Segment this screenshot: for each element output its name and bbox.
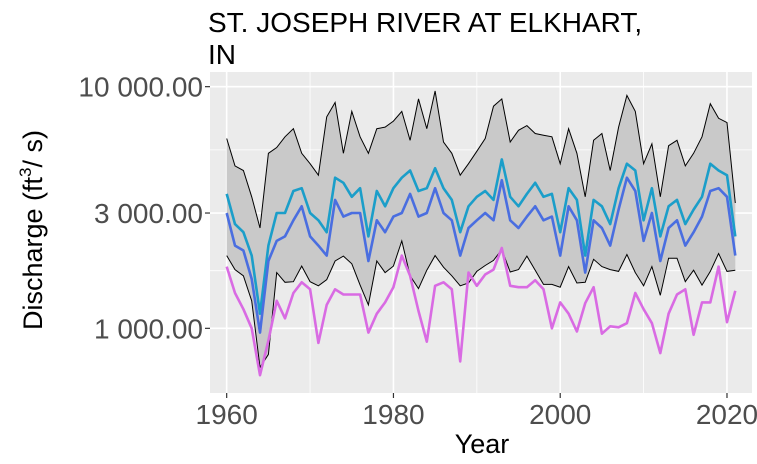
y-tick-label: 1 000.00 bbox=[94, 313, 203, 344]
y-axis-title-pre: Discharge (ft bbox=[18, 176, 48, 330]
ribbon-lower-line bbox=[226, 239, 736, 369]
ribbon-upper-line bbox=[226, 90, 736, 229]
series-line-upper bbox=[225, 158, 737, 316]
x-axis-title: Year bbox=[455, 429, 510, 459]
axis-ticks: 1960 1980 2000 2020 1 000.00 3 000.00 10 000.0… bbox=[78, 72, 757, 430]
x-tick-label: 2020 bbox=[696, 399, 757, 430]
x-tick-label: 1980 bbox=[362, 399, 424, 430]
y-axis-title-sup: 3 bbox=[16, 167, 35, 176]
y-tick-label: 3 000.00 bbox=[94, 198, 203, 229]
ribbon-layer bbox=[226, 90, 736, 369]
y-tick-label: 10 000.00 bbox=[78, 72, 203, 103]
chart-title-line-1: ST. JOSEPH RIVER AT ELKHART, bbox=[208, 7, 642, 38]
series-line-lower bbox=[225, 246, 737, 377]
chart-title-line-2: IN bbox=[208, 39, 236, 70]
confidence-ribbon bbox=[226, 91, 736, 368]
series-line-middle bbox=[225, 176, 737, 334]
series-layer bbox=[225, 158, 737, 377]
y-axis-title-post: / s) bbox=[18, 130, 48, 168]
y-axis-title: Discharge (ft3/ s) bbox=[16, 130, 48, 330]
x-tick-label: 1960 bbox=[196, 399, 258, 430]
x-tick-label: 2000 bbox=[529, 399, 591, 430]
